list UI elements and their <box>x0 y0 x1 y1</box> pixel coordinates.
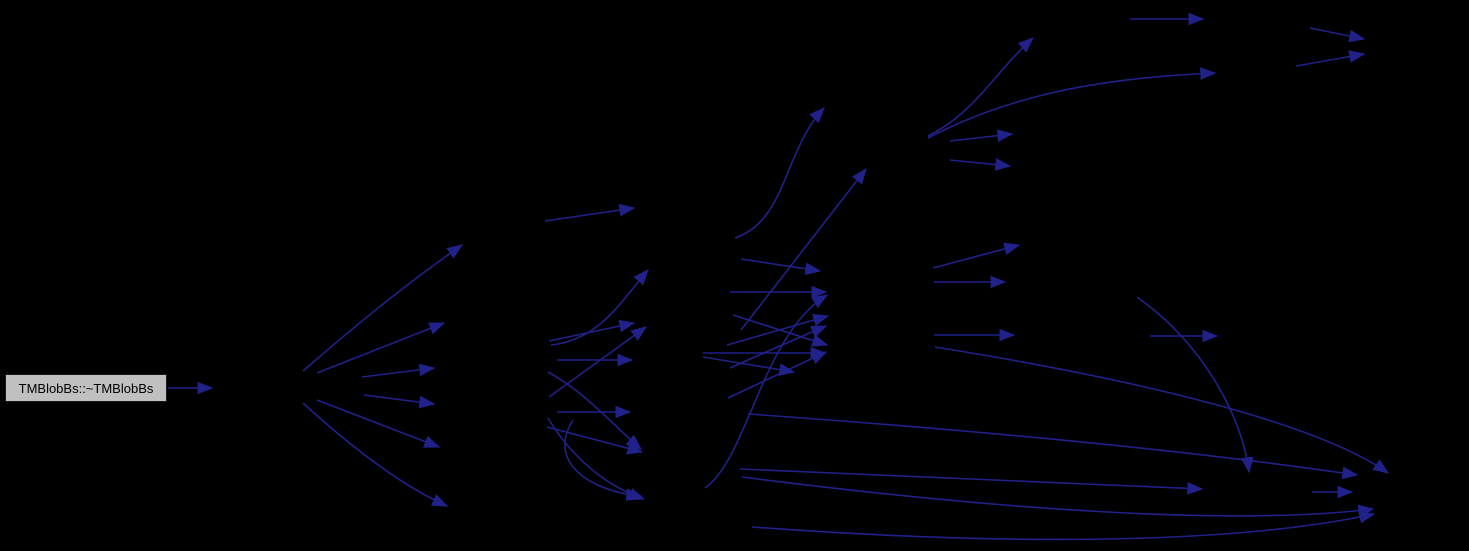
call-edge <box>704 294 829 489</box>
call-edge <box>729 325 828 369</box>
call-edge <box>546 426 644 455</box>
call-edge <box>932 242 1021 269</box>
call-edge <box>361 363 436 378</box>
call-edge <box>1295 50 1366 67</box>
call-edge <box>302 402 449 507</box>
call-edge <box>316 399 441 448</box>
call-edge <box>302 244 464 372</box>
call-edge <box>741 476 1375 518</box>
call-edge <box>949 158 1012 171</box>
call-edge <box>548 326 648 398</box>
graph-node-current: TMBlobBs::~TMBlobBs <box>5 374 167 402</box>
call-edge <box>740 258 822 276</box>
call-edge <box>564 419 643 502</box>
call-edge <box>544 203 636 222</box>
call-edge <box>548 319 636 342</box>
call-edge <box>547 417 646 501</box>
call-edge <box>1309 27 1366 43</box>
call-edge <box>734 107 825 239</box>
call-edge <box>547 371 642 450</box>
call-edge <box>1136 296 1254 474</box>
call-edge <box>702 356 796 376</box>
call-edge <box>550 269 649 346</box>
call-edge <box>727 351 828 399</box>
call-edge <box>949 129 1014 143</box>
call-graph-edges <box>168 12 1390 541</box>
call-edge <box>934 346 1390 474</box>
call-edge <box>747 413 1359 480</box>
call-edge <box>751 510 1376 541</box>
call-edge <box>927 37 1034 137</box>
graph-node-label: TMBlobBs::~TMBlobBs <box>18 380 154 396</box>
call-edge <box>316 322 446 374</box>
call-edge <box>739 468 1204 495</box>
call-edge <box>740 167 867 331</box>
call-edge <box>363 394 436 409</box>
call-edge <box>927 67 1217 139</box>
call-edge <box>726 313 830 346</box>
